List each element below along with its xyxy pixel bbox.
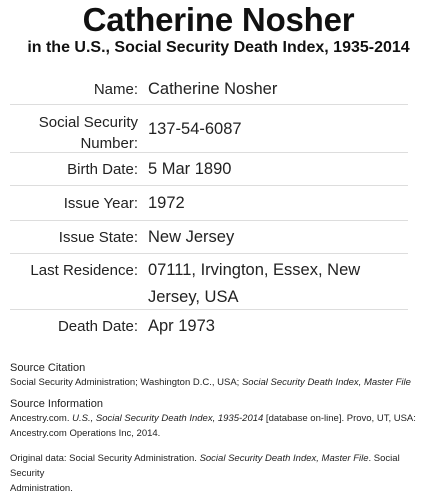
record-label: Last Residence: <box>30 262 138 279</box>
original-data-text: Original data: Social Security Administr… <box>10 451 430 481</box>
record-label: Social Security Number: <box>10 112 148 152</box>
record-label: Issue Year: <box>63 195 138 212</box>
source-information-text: Ancestry.com. U.S., Social Security Deat… <box>10 411 430 426</box>
source-information-text: Ancestry.com Operations Inc, 2014. <box>10 428 161 439</box>
record-label: Issue State: <box>58 229 138 246</box>
record-label: Birth Date: <box>67 161 138 178</box>
source-information-plain: [database on-line]. Provo, UT, USA: <box>263 413 416 424</box>
original-data: Original data: Social Security Administr… <box>10 451 430 496</box>
record-label: Name: <box>93 81 138 98</box>
record-row-last-residence: Last Residence: 07111, Irvington, Essex,… <box>10 254 408 310</box>
source-information: Source Information Ancestry.com. U.S., S… <box>10 398 430 441</box>
record-value: 137-54-6087 <box>148 120 242 138</box>
record-value: 07111, Irvington, Essex, New Jersey, USA <box>148 257 408 309</box>
record-value: 5 Mar 1890 <box>148 160 232 178</box>
record-label-line: Number: <box>80 135 138 152</box>
record-value: Catherine Nosher <box>148 80 278 98</box>
source-citation-heading: Source Citation <box>10 362 86 374</box>
record-row-ssn: Social Security Number: 137-54-6087 <box>10 105 408 153</box>
source-citation-plain: Social Security Administration; Washingt… <box>10 377 242 388</box>
record-value-line: Jersey, USA <box>148 288 239 306</box>
record-label-line: Social Security <box>38 114 138 131</box>
record-header: Catherine Nosher in the U.S., Social Sec… <box>0 0 437 58</box>
source-citation: Source Citation Social Security Administ… <box>10 362 430 390</box>
source-section: Source Citation Social Security Administ… <box>10 362 430 496</box>
record-value: 1972 <box>148 194 185 212</box>
record-row-name: Name: Catherine Nosher <box>10 72 408 105</box>
original-data-text: Administration. <box>10 483 73 494</box>
source-information-plain: Ancestry.com. <box>10 413 73 424</box>
source-information-heading: Source Information <box>10 398 103 410</box>
record-table: Name: Catherine Nosher Social Security N… <box>10 72 408 344</box>
record-value: New Jersey <box>148 228 235 246</box>
record-row-issue-year: Issue Year: 1972 <box>10 186 408 221</box>
record-value-line: 07111, Irvington, Essex, New <box>148 261 361 279</box>
source-citation-title: Social Security Death Index, Master File <box>241 377 411 388</box>
record-label: Death Date: <box>57 318 138 335</box>
original-data-title: Social Security Death Index, Master File <box>199 453 369 464</box>
page-subtitle: in the U.S., Social Security Death Index… <box>27 39 410 56</box>
source-citation-text: Social Security Administration; Washingt… <box>10 375 430 390</box>
record-row-birth-date: Birth Date: 5 Mar 1890 <box>10 153 408 186</box>
record-row-death-date: Death Date: Apr 1973 <box>10 310 408 344</box>
original-data-plain: Original data: Social Security Administr… <box>10 453 200 464</box>
record-value: Apr 1973 <box>148 317 215 335</box>
page-title: Catherine Nosher <box>82 1 355 38</box>
original-data-plain: . Social Security <box>10 453 400 479</box>
source-information-title: U.S., Social Security Death Index, 1935-… <box>72 413 264 424</box>
record-row-issue-state: Issue State: New Jersey <box>10 221 408 254</box>
